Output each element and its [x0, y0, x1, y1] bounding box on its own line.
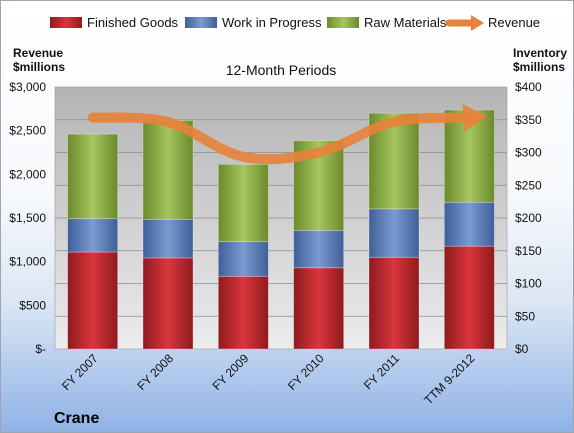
left-axis-tick-label: $1,000 [9, 255, 46, 269]
right-axis-tick-label: $50 [515, 309, 535, 323]
legend: Finished Goods Work in Progress Raw Mate… [50, 15, 540, 31]
legend-swatch-raw-materials [327, 17, 359, 28]
bar-segment-finished-goods [293, 267, 345, 350]
bar-segment-work-in-progress [443, 201, 495, 247]
right-axis-title-line-1: Inventory [513, 46, 567, 60]
legend-item-revenue: Revenue [445, 15, 540, 31]
legend-item-work-in-progress: Work in Progress [185, 15, 322, 30]
right-axis-title-line-2: $millions [513, 60, 565, 74]
right-axis-tick-label: $300 [515, 146, 542, 160]
left-axis-tick-label: $3,000 [9, 80, 46, 94]
x-axis-tick-label: FY 2009 [210, 351, 252, 393]
left-axis-title-line-1: Revenue [13, 46, 63, 60]
x-axis-tick-label: FY 2008 [134, 351, 176, 393]
left-axis-tick-label: $2,500 [9, 124, 46, 138]
right-axis-tick-label: $0 [515, 342, 529, 356]
x-axis-tick-label: FY 2007 [59, 351, 101, 393]
bar-segment-work-in-progress [293, 230, 345, 269]
chart-subtitle: 12-Month Periods [226, 62, 337, 78]
right-axis-tick-label: $250 [515, 178, 542, 192]
bar-segment-raw-materials [67, 133, 119, 220]
legend-swatch-finished-goods [50, 17, 82, 28]
legend-label-work-in-progress: Work in Progress [222, 15, 322, 30]
left-axis-tick-label: $500 [19, 298, 46, 312]
legend-label-raw-materials: Raw Materials [364, 15, 447, 30]
revenue-arrowhead [462, 103, 488, 132]
x-axis-tick-label: FY 2010 [285, 351, 327, 393]
bar-segment-work-in-progress [368, 208, 420, 258]
x-axis-tick-label: FY 2011 [361, 351, 402, 392]
right-axis-tick-label: $100 [515, 277, 542, 291]
left-axis-tick-label: $2,000 [9, 167, 46, 181]
legend-item-raw-materials: Raw Materials [327, 15, 447, 30]
company-name: Crane [54, 410, 99, 427]
bar-segment-finished-goods [443, 245, 495, 350]
legend-swatch-work-in-progress [185, 17, 217, 28]
bar-segment-raw-materials [142, 120, 194, 220]
left-axis-tick-label: $- [35, 342, 46, 356]
left-axis-title-line-2: $millions [13, 60, 65, 74]
bar-segment-finished-goods [142, 257, 194, 350]
bar-segment-finished-goods [368, 256, 420, 350]
left-axis-ticks: $3,000 $2,500 $2,000 $1,500 $1,000 $500 $- [9, 80, 46, 356]
legend-label-finished-goods: Finished Goods [87, 15, 179, 30]
legend-item-finished-goods: Finished Goods [50, 15, 179, 30]
bar-segment-finished-goods [67, 251, 119, 350]
revenue-series [87, 103, 488, 165]
x-axis-tick-label: TTM 9-2012 [421, 351, 477, 407]
revenue-line [87, 112, 475, 165]
left-axis-tick-label: $1,500 [9, 211, 46, 225]
right-axis-tick-label: $400 [515, 80, 542, 94]
bar-segment-finished-goods [217, 275, 269, 350]
bar-segment-raw-materials [217, 163, 269, 242]
right-axis-ticks: $400 $350 $300 $250 $200 $150 $100 $50 $0 [515, 80, 542, 356]
bar-segment-work-in-progress [142, 218, 194, 259]
x-axis-labels: FY 2007 FY 2008 FY 2009 FY 2010 FY 2011 TTM 9… [59, 351, 478, 407]
legend-label-revenue: Revenue [488, 15, 540, 30]
right-axis-tick-label: $200 [515, 211, 542, 225]
bar-segment-work-in-progress [67, 218, 119, 253]
bar-segment-work-in-progress [217, 241, 269, 277]
right-axis-tick-label: $150 [515, 244, 542, 258]
legend-arrowhead-revenue [471, 15, 484, 31]
right-axis-tick-label: $350 [515, 113, 542, 127]
